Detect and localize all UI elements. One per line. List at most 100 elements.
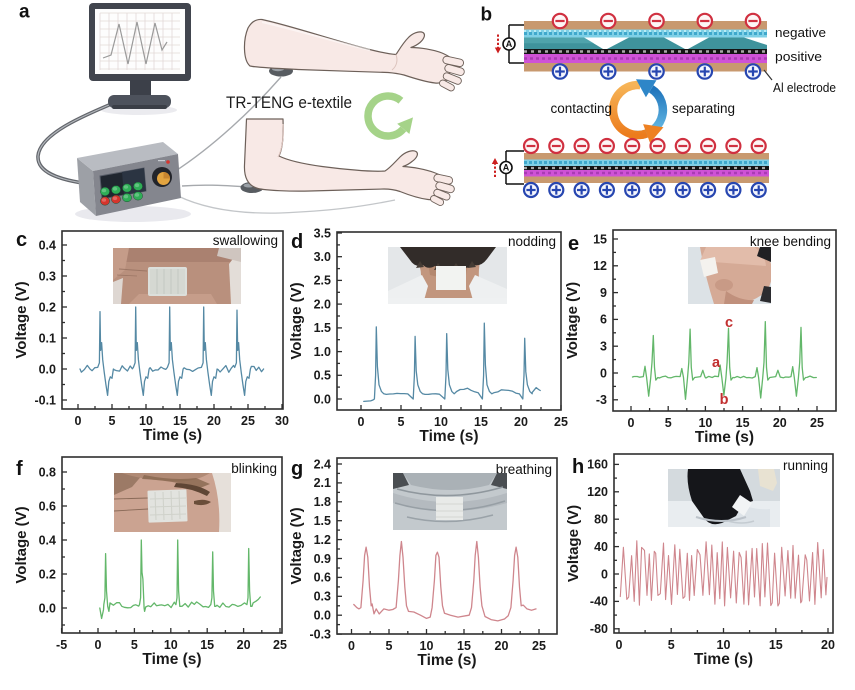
svg-text:0: 0: [95, 638, 102, 652]
svg-text:g: g: [291, 458, 303, 480]
svg-text:20: 20: [237, 638, 251, 652]
svg-text:10: 10: [717, 638, 731, 652]
svg-text:a: a: [19, 2, 30, 23]
svg-text:breathing: breathing: [496, 462, 552, 477]
svg-text:Time (s): Time (s): [417, 652, 476, 669]
svg-text:0.9: 0.9: [314, 552, 331, 566]
svg-text:1.5: 1.5: [314, 514, 331, 528]
svg-text:nodding: nodding: [508, 234, 556, 249]
svg-text:0.1: 0.1: [39, 331, 56, 345]
svg-text:Time (s): Time (s): [694, 651, 753, 668]
svg-text:10: 10: [139, 414, 153, 428]
svg-text:10: 10: [164, 638, 178, 652]
svg-text:2.0: 2.0: [314, 297, 331, 311]
svg-text:-40: -40: [590, 595, 608, 609]
svg-text:swallowing: swallowing: [213, 233, 278, 248]
svg-text:A: A: [506, 39, 513, 49]
svg-text:15: 15: [457, 639, 471, 653]
svg-text:25: 25: [273, 638, 287, 652]
svg-text:positive: positive: [775, 49, 822, 64]
svg-text:b: b: [720, 392, 729, 408]
svg-text:6: 6: [600, 313, 607, 327]
svg-text:0.3: 0.3: [39, 269, 56, 283]
svg-text:3: 3: [600, 340, 607, 354]
svg-text:15: 15: [736, 416, 750, 430]
svg-text:2.5: 2.5: [314, 274, 331, 288]
svg-text:15: 15: [769, 638, 783, 652]
svg-text:Voltage (V): Voltage (V): [288, 282, 305, 359]
svg-text:5: 5: [668, 638, 675, 652]
svg-text:0: 0: [348, 639, 355, 653]
svg-text:160: 160: [587, 458, 608, 472]
svg-text:Voltage (V): Voltage (V): [13, 281, 30, 358]
svg-text:10: 10: [434, 415, 448, 429]
svg-text:contacting: contacting: [550, 101, 612, 116]
svg-text:e: e: [568, 233, 579, 255]
svg-text:5: 5: [398, 415, 405, 429]
svg-text:2.1: 2.1: [314, 476, 331, 490]
svg-text:Time (s): Time (s): [419, 428, 478, 445]
svg-text:separating: separating: [672, 101, 735, 116]
svg-text:Voltage (V): Voltage (V): [565, 505, 582, 582]
svg-text:0.6: 0.6: [39, 499, 56, 513]
svg-text:0.0: 0.0: [314, 609, 331, 623]
svg-text:2.4: 2.4: [314, 457, 331, 471]
svg-text:Voltage (V): Voltage (V): [564, 282, 581, 359]
svg-text:-3: -3: [596, 393, 607, 407]
svg-text:1.0: 1.0: [314, 345, 331, 359]
svg-text:d: d: [291, 231, 303, 253]
svg-text:c: c: [725, 315, 733, 331]
svg-text:Time (s): Time (s): [143, 427, 202, 444]
svg-text:20: 20: [821, 638, 835, 652]
svg-text:A: A: [503, 163, 510, 173]
svg-text:c: c: [16, 229, 27, 251]
svg-text:12: 12: [593, 259, 607, 273]
svg-text:f: f: [16, 458, 23, 480]
svg-text:25: 25: [810, 416, 824, 430]
svg-text:a: a: [712, 355, 721, 371]
svg-text:Voltage (V): Voltage (V): [13, 506, 30, 583]
svg-text:-5: -5: [56, 638, 67, 652]
svg-text:TR-TENG e-textile: TR-TENG e-textile: [226, 94, 352, 112]
svg-text:0.4: 0.4: [39, 238, 56, 252]
svg-text:b: b: [481, 5, 493, 26]
svg-text:20: 20: [773, 416, 787, 430]
svg-text:0.0: 0.0: [39, 601, 56, 615]
svg-text:3.0: 3.0: [314, 250, 331, 264]
svg-text:0.2: 0.2: [39, 300, 56, 314]
svg-text:-0.3: -0.3: [309, 627, 331, 641]
svg-text:25: 25: [241, 414, 255, 428]
svg-text:0.4: 0.4: [39, 533, 56, 547]
svg-text:40: 40: [594, 540, 608, 554]
svg-text:10: 10: [420, 639, 434, 653]
svg-text:25: 25: [554, 415, 568, 429]
svg-text:0.0: 0.0: [39, 362, 56, 376]
svg-text:1.8: 1.8: [314, 495, 331, 509]
svg-text:20: 20: [207, 414, 221, 428]
svg-text:3.5: 3.5: [314, 226, 331, 240]
svg-text:5: 5: [109, 414, 116, 428]
svg-text:Al electrode: Al electrode: [773, 80, 836, 95]
svg-text:-0.1: -0.1: [34, 393, 56, 407]
svg-text:0.3: 0.3: [314, 590, 331, 604]
svg-text:9: 9: [600, 286, 607, 300]
svg-text:15: 15: [474, 415, 488, 429]
svg-text:Voltage (V): Voltage (V): [288, 507, 305, 584]
svg-text:0.6: 0.6: [314, 571, 331, 585]
svg-text:0.8: 0.8: [39, 465, 56, 479]
svg-text:1.5: 1.5: [314, 321, 331, 335]
svg-text:Time (s): Time (s): [142, 651, 201, 668]
svg-text:0.2: 0.2: [39, 567, 56, 581]
svg-text:0: 0: [616, 638, 623, 652]
svg-text:0: 0: [358, 415, 365, 429]
svg-text:30: 30: [275, 414, 289, 428]
svg-text:120: 120: [587, 485, 608, 499]
svg-text:0: 0: [75, 414, 82, 428]
svg-text:15: 15: [200, 638, 214, 652]
svg-text:running: running: [783, 458, 828, 473]
svg-text:0: 0: [600, 366, 607, 380]
svg-text:blinking: blinking: [231, 461, 277, 476]
svg-text:h: h: [572, 456, 584, 478]
svg-text:-80: -80: [590, 622, 608, 636]
svg-text:Time (s): Time (s): [695, 429, 754, 446]
